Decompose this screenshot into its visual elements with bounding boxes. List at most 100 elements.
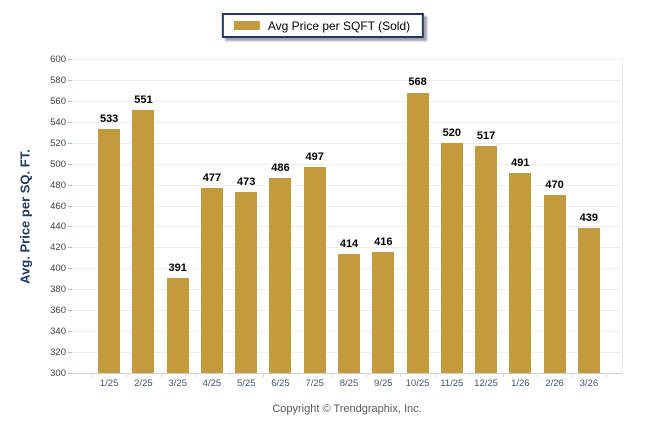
y-gridline bbox=[72, 247, 622, 248]
bar bbox=[372, 251, 395, 373]
x-axis-boundary-tick bbox=[468, 373, 470, 377]
y-tick-label: 320 bbox=[50, 347, 66, 358]
y-axis-tick bbox=[68, 59, 72, 60]
x-axis-boundary-tick bbox=[331, 373, 333, 377]
y-axis-tick bbox=[68, 373, 72, 374]
x-axis-boundary-tick bbox=[92, 373, 93, 377]
x-tick-label: 1/26 bbox=[511, 378, 530, 389]
bar bbox=[132, 110, 155, 373]
bar-value-label: 414 bbox=[339, 237, 359, 250]
bar bbox=[509, 173, 532, 373]
x-tick-label: 2/25 bbox=[134, 378, 153, 389]
y-axis-tick bbox=[68, 247, 72, 248]
bar bbox=[303, 166, 326, 373]
y-gridline bbox=[72, 143, 622, 144]
y-axis-tick bbox=[68, 164, 72, 165]
x-axis-boundary-tick bbox=[400, 373, 402, 377]
y-axis-tick bbox=[68, 122, 72, 123]
bar-value-label: 477 bbox=[202, 171, 222, 184]
y-axis-tick bbox=[68, 101, 72, 102]
y-axis-tick bbox=[68, 289, 72, 290]
legend-label: Avg Price per SQFT (Sold) bbox=[267, 19, 411, 33]
y-axis-tick bbox=[68, 80, 72, 81]
y-tick-label: 400 bbox=[50, 263, 66, 274]
y-tick-label: 460 bbox=[50, 201, 66, 212]
y-axis-tick bbox=[68, 310, 72, 311]
bar-value-label: 473 bbox=[237, 175, 256, 188]
y-tick-label: 340 bbox=[50, 326, 66, 337]
bar bbox=[543, 195, 566, 373]
bar bbox=[440, 142, 463, 373]
bar-value-label: 520 bbox=[442, 126, 461, 139]
y-axis-tick bbox=[68, 185, 72, 186]
y-tick-label: 540 bbox=[50, 117, 66, 128]
plot-area: 300 320 340 360 380 400 420 440 460 480 500 520 540 5… bbox=[50, 54, 623, 389]
y-axis-tick bbox=[68, 206, 72, 207]
copyright-text: Copyright © Trendgraphix, Inc. bbox=[272, 403, 422, 415]
x-axis-boundary-tick bbox=[194, 373, 196, 377]
x-axis-boundary-tick bbox=[263, 373, 265, 377]
x-tick-label: 3/26 bbox=[579, 378, 599, 389]
y-axis-tick bbox=[68, 226, 72, 227]
y-tick-label: 560 bbox=[50, 96, 66, 107]
y-axis-tick bbox=[68, 331, 72, 332]
x-axis-boundary-tick bbox=[126, 373, 128, 377]
x-tick-label: 10/25 bbox=[405, 378, 430, 389]
bar-value-label: 497 bbox=[305, 150, 324, 163]
bar bbox=[475, 145, 498, 373]
y-tick-label: 380 bbox=[50, 284, 66, 295]
x-tick-label: 9/25 bbox=[374, 378, 393, 389]
y-tick-label: 580 bbox=[50, 75, 66, 86]
y-gridline bbox=[72, 59, 622, 60]
y-tick-label: 300 bbox=[50, 368, 66, 379]
y-tick-label: 520 bbox=[50, 138, 66, 149]
y-tick-label: 480 bbox=[50, 180, 66, 191]
y-axis-tick bbox=[68, 143, 72, 144]
y-axis-tick bbox=[68, 352, 72, 353]
x-axis-boundary-tick bbox=[606, 373, 607, 377]
y-gridline bbox=[72, 206, 622, 207]
y-gridline bbox=[72, 101, 622, 102]
x-axis-boundary-tick bbox=[229, 373, 231, 377]
bar bbox=[98, 129, 121, 373]
x-tick-label: 11/25 bbox=[440, 378, 464, 389]
bar bbox=[406, 92, 429, 373]
bar bbox=[269, 178, 292, 373]
x-tick-label: 7/25 bbox=[305, 378, 324, 389]
x-axis-boundary-tick bbox=[571, 373, 573, 377]
bar-value-label: 517 bbox=[476, 129, 496, 142]
bar-value-label: 486 bbox=[271, 162, 290, 175]
chart-legend: Avg Price per SQFT (Sold) bbox=[221, 13, 425, 38]
x-tick-label: 2/26 bbox=[545, 378, 564, 389]
y-tick-label: 440 bbox=[50, 221, 66, 232]
x-axis-boundary-tick bbox=[434, 373, 436, 377]
bar-value-label: 533 bbox=[99, 113, 119, 126]
x-tick-label: 1/25 bbox=[99, 378, 119, 389]
bar-value-label: 551 bbox=[134, 94, 153, 107]
x-axis-boundary-tick bbox=[160, 373, 162, 377]
bar bbox=[338, 253, 360, 373]
bar-value-label: 470 bbox=[545, 179, 564, 192]
x-tick-label: 6/25 bbox=[271, 378, 290, 389]
y-tick-label: 420 bbox=[50, 242, 66, 253]
y-axis-tick bbox=[68, 268, 72, 269]
x-tick-label: 5/25 bbox=[236, 378, 256, 389]
x-axis-boundary-tick bbox=[297, 373, 299, 377]
y-gridline bbox=[72, 185, 622, 186]
y-tick-label: 600 bbox=[50, 54, 66, 65]
legend-swatch-icon bbox=[233, 21, 260, 30]
x-tick-label: 3/25 bbox=[168, 378, 187, 389]
bar-value-label: 568 bbox=[408, 76, 427, 89]
y-gridline bbox=[72, 226, 622, 227]
y-gridline bbox=[72, 164, 622, 165]
x-tick-label: 12/25 bbox=[474, 378, 498, 389]
bar-value-label: 416 bbox=[374, 235, 393, 248]
x-axis-boundary-tick bbox=[537, 373, 539, 377]
y-gridline bbox=[72, 80, 622, 81]
y-tick-label: 500 bbox=[50, 159, 66, 170]
bar-value-label: 439 bbox=[579, 211, 599, 224]
bar bbox=[200, 187, 223, 373]
bar bbox=[166, 277, 189, 373]
bar-value-label: 491 bbox=[511, 157, 530, 170]
